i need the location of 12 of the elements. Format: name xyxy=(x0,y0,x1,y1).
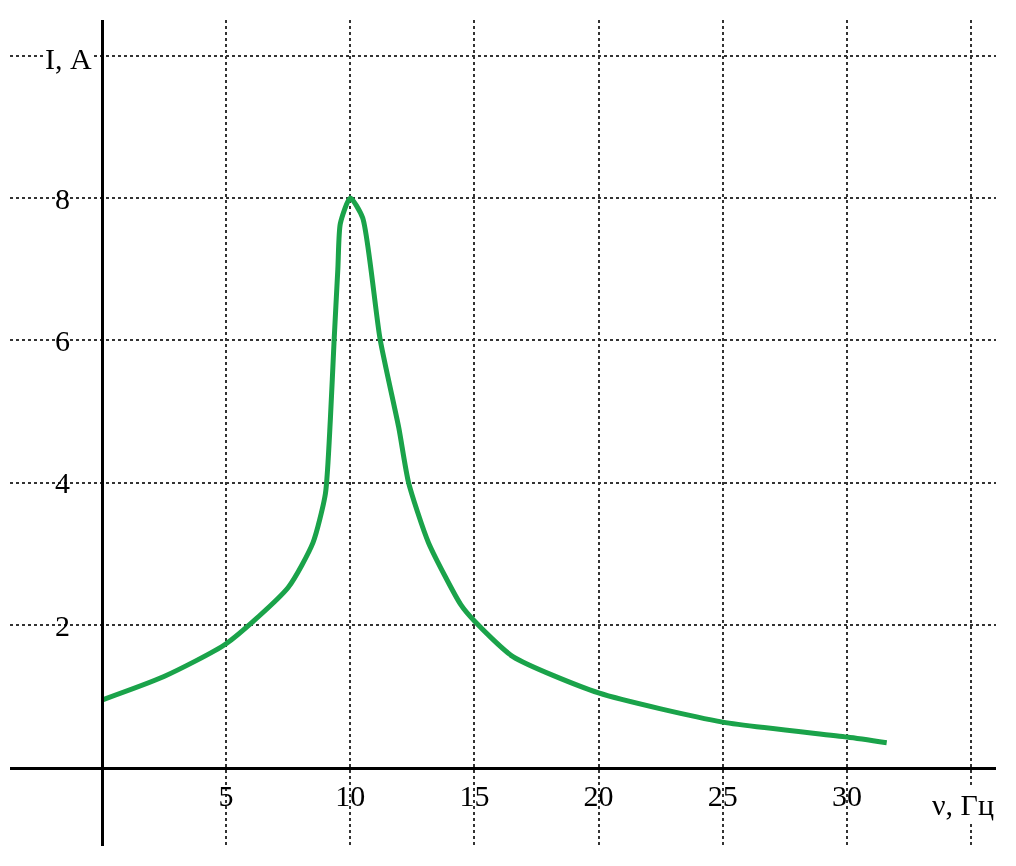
x-tick-label: 15 xyxy=(459,778,490,812)
x-tick-label: 20 xyxy=(583,778,614,812)
x-tick-label: 5 xyxy=(218,778,234,812)
y-tick-label: 6 xyxy=(54,323,70,357)
x-tick-label: 30 xyxy=(831,778,862,812)
y-tick-label: 8 xyxy=(54,181,70,215)
y-axis-title: I, А xyxy=(45,42,92,75)
x-tick-label: 25 xyxy=(707,778,738,812)
x-tick-label: 10 xyxy=(335,778,366,812)
y-tick-label: 2 xyxy=(54,608,70,642)
x-axis-title: ν, Гц xyxy=(932,788,994,821)
y-tick-label: 4 xyxy=(54,466,70,500)
